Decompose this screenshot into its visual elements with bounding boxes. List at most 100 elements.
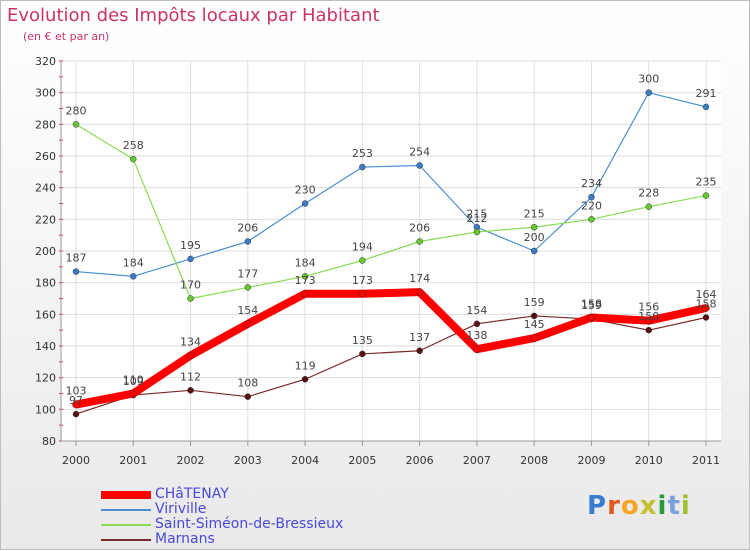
x-tick-label: 2001 [119, 454, 147, 467]
data-point [301, 376, 309, 383]
data-label: 212 [466, 212, 487, 225]
x-tick-label: 2011 [692, 454, 720, 467]
x-tick-label: 2003 [234, 454, 262, 467]
data-point [588, 193, 595, 201]
data-point [72, 121, 80, 128]
data-label: 110 [123, 374, 144, 387]
data-point [588, 216, 595, 223]
data-label: 194 [352, 241, 373, 254]
data-point [473, 228, 481, 236]
chart-subtitle: (en € et par an) [23, 30, 110, 43]
data-label: 184 [123, 256, 144, 269]
data-label: 112 [180, 370, 201, 383]
legend-swatch [101, 539, 151, 541]
data-point [187, 255, 194, 263]
data-point [244, 284, 252, 291]
x-tick-label: 2004 [291, 454, 319, 467]
data-point [358, 290, 367, 298]
x-tick-label: 2006 [406, 454, 434, 467]
data-label: 215 [466, 207, 487, 220]
data-point [244, 320, 252, 328]
data-label: 173 [352, 274, 373, 287]
data-point [530, 312, 538, 320]
x-tick-label: 2009 [577, 454, 605, 467]
data-label: 158 [696, 298, 717, 311]
y-tick-label: 140 [35, 340, 56, 353]
logo-letter: P [587, 491, 608, 521]
data-label: 174 [409, 272, 430, 285]
legend-label: Viriville [155, 501, 207, 517]
data-label: 154 [237, 304, 258, 317]
data-label: 137 [409, 331, 430, 344]
y-tick-label: 240 [35, 182, 56, 195]
data-point [359, 163, 366, 171]
data-point [416, 162, 423, 169]
y-tick-label: 180 [35, 277, 56, 290]
y-tick-label: 120 [35, 372, 56, 385]
data-point [301, 200, 309, 207]
data-point [702, 314, 710, 321]
data-point [473, 345, 481, 353]
legend-swatch [101, 491, 151, 499]
data-label: 230 [295, 184, 316, 197]
y-tick-label: 100 [35, 403, 56, 416]
logo-letter: i [680, 491, 691, 521]
data-point [702, 304, 710, 312]
data-point [473, 320, 481, 328]
legend-swatch [101, 524, 151, 526]
data-label: 258 [123, 139, 144, 152]
data-label: 159 [524, 296, 545, 309]
data-label: 177 [237, 267, 258, 280]
data-label: 108 [237, 377, 258, 390]
data-label: 254 [409, 146, 430, 159]
data-point [186, 351, 195, 360]
data-label: 159 [581, 299, 602, 312]
data-point [530, 224, 538, 231]
data-label: 187 [66, 252, 87, 265]
data-label: 228 [638, 187, 659, 200]
data-label: 280 [66, 104, 87, 117]
series-line [75, 123, 707, 300]
data-point [301, 273, 309, 280]
x-tick-label: 2002 [177, 454, 205, 467]
data-label: 138 [466, 329, 487, 342]
data-point [130, 273, 137, 280]
y-tick-label: 280 [35, 118, 56, 131]
data-label: 145 [524, 318, 545, 331]
data-point [129, 389, 138, 398]
data-point [416, 238, 423, 245]
data-label: 134 [180, 336, 201, 349]
data-point [702, 103, 710, 111]
data-point [530, 334, 538, 342]
data-point [645, 203, 652, 210]
y-tick-label: 300 [35, 87, 56, 100]
data-point [72, 410, 80, 418]
data-label: 206 [237, 222, 258, 235]
data-point [244, 393, 252, 400]
legend-label: Marnans [155, 531, 215, 547]
data-point [130, 155, 137, 163]
data-label: 234 [581, 177, 602, 190]
data-label: 291 [696, 87, 717, 100]
chart-title: Evolution des Impôts locaux par Habitant [7, 5, 380, 26]
data-label: 220 [581, 199, 602, 212]
data-label: 170 [180, 279, 201, 292]
data-point [72, 400, 80, 409]
data-point [359, 257, 366, 264]
x-tick-label: 2005 [348, 454, 376, 467]
data-label: 164 [696, 288, 717, 301]
data-label: 173 [295, 274, 316, 287]
logo-letter: i [657, 491, 668, 521]
data-point [645, 326, 652, 334]
y-tick-label: 260 [35, 150, 56, 163]
data-label: 119 [295, 359, 316, 372]
y-tick-label: 160 [35, 308, 56, 321]
data-label: 109 [123, 375, 144, 388]
data-label: 156 [638, 301, 659, 314]
series-line [75, 92, 707, 277]
legend-swatch [101, 509, 151, 511]
logo-letter: r [607, 491, 621, 521]
x-tick-label: 2010 [635, 454, 663, 467]
data-label: 150 [638, 310, 659, 323]
